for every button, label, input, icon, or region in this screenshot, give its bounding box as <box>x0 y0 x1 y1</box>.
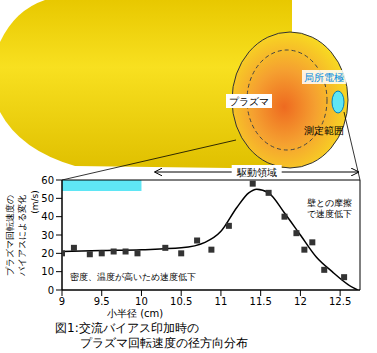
svg-text:密度、温度が高いため速度低下: 密度、温度が高いため速度低下 <box>70 272 196 282</box>
svg-text:プラズマ回転速度の: プラズマ回転速度の <box>5 195 15 276</box>
svg-text:プラズマ: プラズマ <box>229 96 269 107</box>
svg-text:0: 0 <box>48 285 54 296</box>
svg-text:12: 12 <box>294 296 307 307</box>
svg-text:駆動領域: 駆動領域 <box>236 167 277 178</box>
svg-text:10: 10 <box>135 296 148 307</box>
svg-text:で速度低下: で速度低下 <box>307 209 352 219</box>
svg-text:20: 20 <box>41 248 54 259</box>
svg-text:12.5: 12.5 <box>329 296 351 307</box>
svg-text:小半径 (cm): 小半径 (cm) <box>107 308 163 319</box>
svg-text:60: 60 <box>41 175 54 186</box>
svg-text:30: 30 <box>41 230 54 241</box>
svg-text:9.5: 9.5 <box>94 296 110 307</box>
svg-text:40: 40 <box>41 211 54 222</box>
svg-text:図1:交流バイアス印加時の: 図1:交流バイアス印加時の <box>55 321 199 335</box>
svg-text:10: 10 <box>41 266 54 277</box>
svg-text:11: 11 <box>215 296 228 307</box>
svg-text:11.5: 11.5 <box>250 296 272 307</box>
svg-text:測定範囲: 測定範囲 <box>304 125 344 136</box>
svg-text:10.5: 10.5 <box>170 296 192 307</box>
svg-text:プラズマ回転速度の径方向分布: プラズマ回転速度の径方向分布 <box>80 336 248 350</box>
svg-text:(m/s): (m/s) <box>30 190 40 214</box>
svg-text:局所電極: 局所電極 <box>304 72 344 83</box>
svg-text:壁との摩擦: 壁との摩擦 <box>307 198 352 208</box>
svg-text:バイアスによる変化: バイアスによる変化 <box>17 195 27 277</box>
svg-text:50: 50 <box>41 193 54 204</box>
svg-text:9: 9 <box>59 296 65 307</box>
